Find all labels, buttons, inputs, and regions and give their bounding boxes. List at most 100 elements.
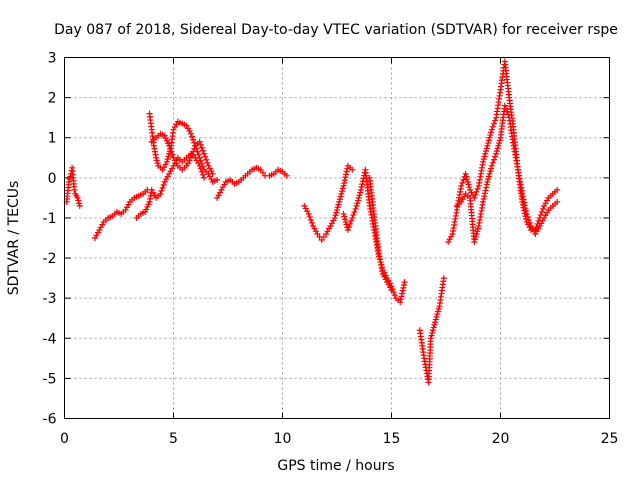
data-point [401, 279, 408, 286]
data-point [472, 233, 479, 240]
data-point [201, 150, 208, 157]
data-point [342, 174, 349, 181]
data-point [160, 181, 167, 188]
y-tick-label: 1 [48, 131, 57, 147]
data-point [474, 225, 481, 232]
data-point [480, 196, 487, 203]
data-point [345, 223, 352, 230]
data-point [342, 218, 349, 225]
data-point [340, 182, 347, 189]
x-tick-label: 5 [169, 431, 178, 447]
data-point [474, 185, 481, 192]
data-point [493, 148, 500, 155]
data-point [204, 159, 211, 166]
data-point [400, 281, 407, 288]
data-point [348, 217, 355, 224]
data-point [462, 170, 469, 177]
data-point [190, 148, 197, 155]
data-point [65, 178, 72, 185]
x-tick-label: 10 [274, 431, 292, 447]
data-point [496, 140, 503, 147]
data-point [355, 194, 362, 201]
data-point [359, 181, 366, 188]
data-point [465, 181, 472, 188]
data-point [339, 188, 346, 195]
data-point [357, 186, 364, 193]
data-point [195, 151, 202, 158]
data-point [484, 142, 491, 149]
data-point [489, 159, 496, 166]
data-point [349, 166, 356, 173]
x-tick-label: 0 [60, 431, 69, 447]
data-point [400, 284, 407, 291]
data-point [526, 219, 533, 226]
data-point [397, 299, 404, 306]
data-point [354, 200, 361, 207]
data-point [483, 184, 490, 191]
data-point [482, 148, 489, 155]
data-point [486, 134, 493, 141]
x-axis-label: GPS time / hours [277, 458, 394, 474]
data-point [214, 176, 221, 183]
data-point [482, 187, 489, 194]
y-tick-label: 0 [48, 171, 57, 187]
data-point [472, 191, 479, 198]
data-point [505, 111, 512, 118]
data-point [485, 140, 492, 147]
data-point [197, 157, 204, 164]
x-tick-label: 25 [601, 431, 619, 447]
data-point [356, 192, 363, 199]
data-point [463, 173, 470, 180]
data-point [199, 147, 206, 154]
tick-marks [64, 57, 610, 419]
data-point [165, 153, 172, 160]
data-point [283, 172, 290, 179]
data-point [523, 208, 530, 215]
data-point [488, 165, 495, 172]
data-point [76, 200, 83, 207]
data-point [164, 156, 171, 163]
data-point [355, 197, 362, 204]
data-point [159, 184, 166, 191]
data-point [336, 196, 343, 203]
data-point [432, 319, 439, 326]
data-point [314, 230, 321, 237]
data-point [492, 153, 499, 160]
data-point [481, 153, 488, 160]
data-point [154, 160, 161, 167]
data-point [521, 199, 528, 206]
data-point [196, 154, 203, 161]
data-point [332, 212, 339, 219]
data-point [480, 156, 487, 163]
y-tick-label: -6 [43, 412, 57, 428]
data-point [485, 173, 492, 180]
data-point [339, 185, 346, 192]
data-point [487, 132, 494, 139]
data-point [538, 208, 545, 215]
data-point [502, 105, 509, 112]
data-point [341, 177, 348, 184]
data-point [471, 239, 478, 246]
data-point [554, 198, 561, 205]
data-point [522, 205, 529, 212]
data-point [519, 190, 526, 197]
x-tick-label: 15 [383, 431, 401, 447]
data-point [209, 170, 216, 177]
data-point [333, 209, 340, 216]
data-point [485, 176, 492, 183]
y-tick-label: -5 [43, 371, 57, 387]
data-point [189, 151, 196, 158]
data-point [71, 186, 78, 193]
data-point [196, 138, 203, 145]
data-point [493, 150, 500, 157]
data-point [523, 210, 530, 217]
data-point [459, 179, 466, 186]
data-point [483, 145, 490, 152]
data-point [482, 150, 489, 157]
data-point [428, 332, 435, 339]
data-point [341, 213, 348, 220]
data-point [521, 202, 528, 209]
data-point [524, 213, 531, 220]
data-point [189, 133, 196, 140]
